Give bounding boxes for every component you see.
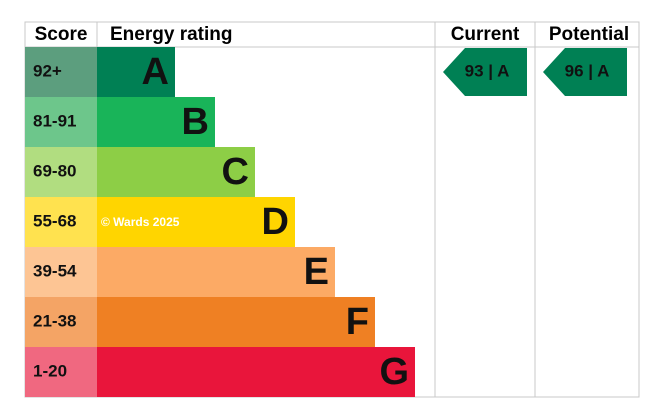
current-arrow [443, 48, 527, 96]
band-letter: G [379, 351, 409, 393]
score-label: 55-68 [33, 211, 76, 230]
score-cell [25, 47, 97, 97]
score-cell [25, 197, 97, 247]
score-label: 81-91 [33, 111, 76, 130]
current-label: 93 | A [465, 61, 510, 80]
band-bar [97, 47, 175, 97]
header-potential: Potential [549, 24, 629, 45]
score-cell [25, 147, 97, 197]
score-label: 92+ [33, 61, 62, 80]
potential-label: 96 | A [565, 61, 610, 80]
band-letter: A [142, 51, 169, 93]
band-bar [97, 347, 415, 397]
score-cell [25, 97, 97, 147]
header-current: Current [451, 24, 520, 45]
band-bar [97, 247, 335, 297]
score-label: 69-80 [33, 161, 76, 180]
header-rating: Energy rating [110, 24, 232, 45]
band-letter: E [304, 251, 329, 293]
band-bar [97, 97, 215, 147]
band-bar [97, 297, 375, 347]
band-bar [97, 147, 255, 197]
score-label: 39-54 [33, 261, 77, 280]
band-letter: D [262, 201, 289, 243]
band-letter: B [182, 101, 209, 143]
potential-arrow [543, 48, 627, 96]
bands: 92+ A 81-91 B 69-80 C 55-68 D 39-54 E 21-38 F 1-20 G ©… [25, 47, 415, 397]
score-cell [25, 347, 97, 397]
band-letter: C [222, 151, 249, 193]
watermark: © Wards 2025 [101, 215, 180, 229]
band-bar [97, 197, 295, 247]
header-score: Score [35, 24, 88, 45]
score-label: 1-20 [33, 361, 67, 380]
score-label: 21-38 [33, 311, 76, 330]
score-cell [25, 297, 97, 347]
band-letter: F [346, 301, 369, 343]
score-cell [25, 247, 97, 297]
